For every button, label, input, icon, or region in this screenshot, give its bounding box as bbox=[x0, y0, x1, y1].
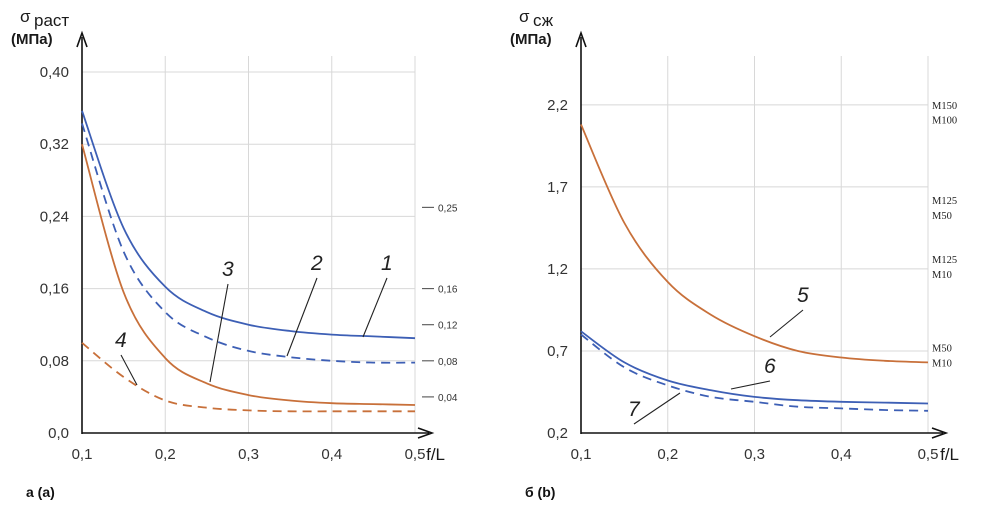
y-axis-subscript: сж bbox=[533, 11, 554, 30]
y-tick-label: 0,7 bbox=[547, 343, 568, 360]
curve-7 bbox=[580, 333, 929, 412]
curve-4 bbox=[81, 342, 415, 413]
x-tick-label: 0,2 bbox=[657, 446, 678, 463]
reference-mark-label: 0,04 bbox=[438, 393, 458, 404]
x-tick-label: 0,5 bbox=[918, 446, 939, 463]
curve-4-leader bbox=[120, 354, 138, 386]
concrete-grade-label: М50 bbox=[932, 211, 952, 222]
reference-mark-label: 0,08 bbox=[438, 357, 458, 368]
y-axis-unit: (МПа) bbox=[11, 31, 53, 48]
x-tick-label: 0,2 bbox=[155, 446, 176, 463]
y-tick-label: 0,40 bbox=[40, 64, 69, 81]
curve-3-leader bbox=[209, 283, 229, 383]
curve-5-leader bbox=[769, 309, 804, 338]
y-axis-symbol: σ bbox=[20, 7, 31, 26]
y-tick-label: 1,2 bbox=[547, 261, 568, 278]
panel-b-compressive-chart: 0,1 0,2 0,3 0,4 0,50,20,71,21,72,2σ сж(МПа)f/… bbox=[510, 7, 959, 500]
x-tick-label: 0,5 bbox=[405, 446, 426, 463]
y-tick-label: 2,2 bbox=[547, 97, 568, 114]
curve-5-label: 5 bbox=[797, 284, 809, 307]
curve-6 bbox=[580, 330, 929, 405]
y-tick-label: 0,24 bbox=[40, 208, 69, 225]
curve-3 bbox=[81, 143, 416, 406]
concrete-grade-label: М125 bbox=[932, 255, 957, 266]
y-axis-subscript: раст bbox=[34, 11, 69, 30]
y-tick-label: 1,7 bbox=[547, 179, 568, 196]
curve-2 bbox=[81, 123, 416, 364]
y-axis-arrow bbox=[575, 30, 587, 48]
curve-6-label: 6 bbox=[764, 355, 776, 378]
curve-1-label: 1 bbox=[381, 252, 393, 275]
concrete-grade-label: М150 bbox=[932, 101, 957, 112]
x-axis-title: f/L bbox=[940, 445, 959, 464]
y-tick-label: 0,2 bbox=[547, 425, 568, 442]
x-tick-label: 0,1 bbox=[72, 446, 93, 463]
x-tick-label: 0,4 bbox=[831, 446, 852, 463]
x-tick-label: 0,1 bbox=[571, 446, 592, 463]
x-tick-label: 0,3 bbox=[238, 446, 259, 463]
curve-2-label: 2 bbox=[310, 252, 323, 275]
reference-mark-label: 0,25 bbox=[438, 203, 458, 214]
curve-7-label: 7 bbox=[628, 398, 641, 421]
x-tick-label: 0,3 bbox=[744, 446, 765, 463]
x-axis-arrow bbox=[931, 427, 949, 439]
y-axis-symbol: σ bbox=[519, 7, 530, 26]
y-tick-label: 0,0 bbox=[48, 425, 69, 442]
concrete-grade-label: М10 bbox=[932, 358, 952, 369]
concrete-grade-label: М10 bbox=[932, 270, 952, 281]
y-axis-arrow bbox=[76, 30, 88, 48]
reference-mark-label: 0,16 bbox=[438, 285, 458, 296]
reference-mark-label: 0,12 bbox=[438, 321, 458, 332]
panel-label: a (a) bbox=[26, 484, 55, 500]
y-tick-label: 0,32 bbox=[40, 136, 69, 153]
curve-2-leader bbox=[286, 277, 318, 357]
curve-1-leader bbox=[362, 277, 388, 338]
panel-label: б (b) bbox=[525, 484, 555, 500]
curve-7-leader bbox=[633, 392, 681, 425]
y-tick-label: 0,16 bbox=[40, 281, 69, 298]
curve-4-label: 4 bbox=[115, 329, 127, 352]
x-tick-label: 0,4 bbox=[321, 446, 342, 463]
y-axis-unit: (МПа) bbox=[510, 31, 552, 48]
concrete-grade-label: М50 bbox=[932, 344, 952, 355]
concrete-grade-label: М100 bbox=[932, 116, 957, 127]
concrete-grade-label: М125 bbox=[932, 196, 957, 207]
curve-5 bbox=[580, 124, 929, 364]
x-axis-arrow bbox=[417, 427, 435, 439]
curve-1 bbox=[81, 110, 416, 340]
x-axis-title: f/L bbox=[426, 445, 445, 464]
curve-3-label: 3 bbox=[222, 258, 234, 281]
curve-6-leader bbox=[730, 380, 771, 390]
panel-a-tensile-chart: 0,1 0,2 0,3 0,4 0,5 0,0 0,08 0,16 0,24 0,32 0,40 σ р… bbox=[11, 7, 458, 500]
y-tick-label: 0,08 bbox=[40, 353, 69, 370]
